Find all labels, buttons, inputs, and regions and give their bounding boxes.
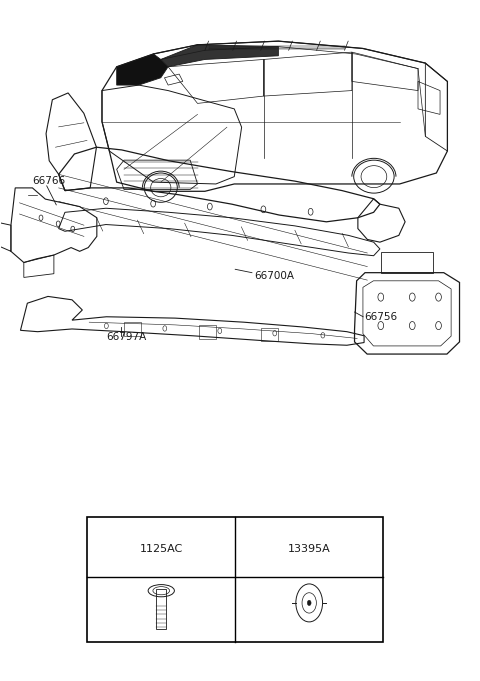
Text: 1125AC: 1125AC xyxy=(140,545,183,554)
Bar xyxy=(156,589,166,629)
Polygon shape xyxy=(161,45,278,67)
Bar xyxy=(87,517,383,642)
Text: 66766: 66766 xyxy=(33,176,66,186)
Text: 66700A: 66700A xyxy=(254,271,294,281)
Text: 66756: 66756 xyxy=(364,312,397,321)
Text: 13395A: 13395A xyxy=(288,545,331,554)
Polygon shape xyxy=(117,54,168,85)
Circle shape xyxy=(307,600,311,605)
Text: 66797A: 66797A xyxy=(107,332,146,342)
